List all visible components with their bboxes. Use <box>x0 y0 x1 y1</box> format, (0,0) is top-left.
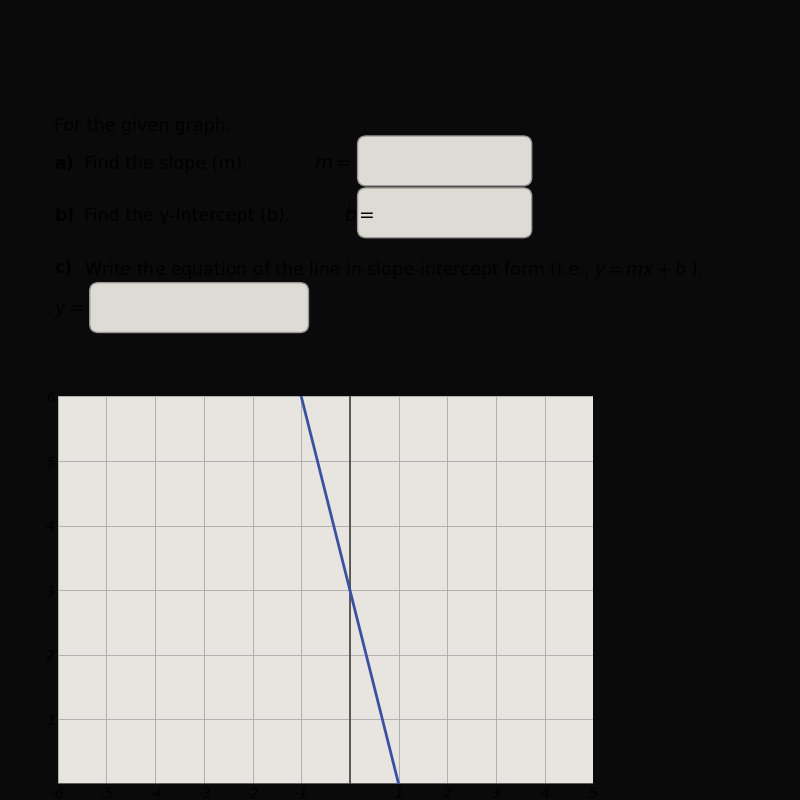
Text: c): c) <box>54 259 72 277</box>
Text: Write the equation of the line in slope-intercept form (i.e., $y = mx + b$ ).: Write the equation of the line in slope-… <box>84 259 703 281</box>
FancyBboxPatch shape <box>90 282 309 333</box>
Text: Find the y-intercept (b).: Find the y-intercept (b). <box>84 207 290 226</box>
Text: Find the slope (m).: Find the slope (m). <box>84 155 247 174</box>
Text: b): b) <box>54 207 74 226</box>
Text: $y\,$=: $y\,$= <box>54 301 84 320</box>
Text: $m\,$=: $m\,$= <box>314 154 351 173</box>
FancyBboxPatch shape <box>358 188 532 238</box>
FancyBboxPatch shape <box>358 136 532 186</box>
Text: $b\,$=: $b\,$= <box>344 206 375 225</box>
Text: a): a) <box>54 155 74 174</box>
Text: For the given graph,: For the given graph, <box>54 118 231 135</box>
